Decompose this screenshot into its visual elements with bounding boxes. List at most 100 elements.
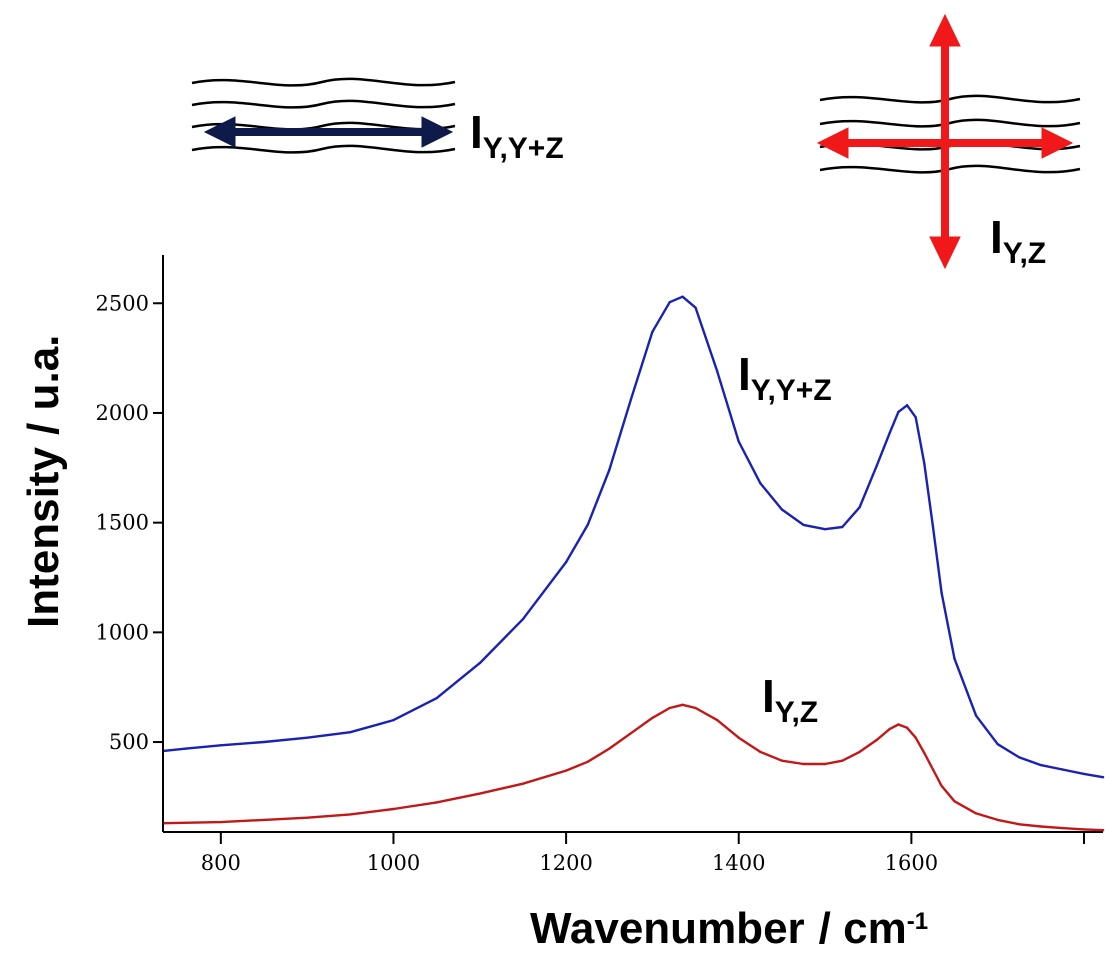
data-point (923, 751, 926, 755)
data-point (1082, 828, 1086, 831)
data-point (1101, 829, 1105, 832)
data-point (306, 816, 309, 819)
data-point (262, 740, 266, 744)
wave-line (819, 118, 1081, 128)
data-point (435, 801, 438, 804)
data-point (1039, 825, 1043, 828)
data-point (681, 295, 684, 298)
data-point (716, 370, 719, 373)
data-point (940, 784, 943, 788)
cross-label: IY,Z (990, 211, 1046, 270)
data-point (306, 736, 309, 739)
data-point (905, 404, 909, 407)
data-point (996, 818, 999, 822)
data-point (737, 736, 740, 739)
data-point (780, 759, 784, 762)
data-point (1082, 772, 1086, 776)
data-point (668, 301, 671, 304)
series-line-cross (163, 703, 1105, 832)
y-tick-label: 1000 (96, 620, 149, 644)
data-point (931, 525, 935, 529)
data-point (897, 410, 900, 414)
data-point (974, 714, 978, 717)
data-point (629, 732, 632, 735)
data-point (823, 762, 827, 766)
y-ticks: 500 1000 1500 2000 2500 (96, 291, 163, 754)
y-tick-label: 500 (109, 730, 149, 754)
data-point (759, 750, 762, 754)
data-point (914, 736, 917, 739)
data-point (163, 749, 166, 752)
data-point (564, 560, 568, 564)
data-point (586, 523, 589, 527)
y-tick-label: 2500 (96, 291, 149, 315)
polarization-diagram-parallel: IY,Y+Z (191, 77, 564, 165)
parallel-arrow (203, 116, 454, 148)
data-point (219, 820, 222, 824)
wave-line (191, 77, 456, 87)
data-point (629, 398, 632, 401)
data-point (1061, 826, 1064, 830)
data-point (1018, 756, 1021, 759)
x-tick-label: 800 (201, 851, 241, 875)
data-point (651, 716, 654, 720)
series-line-parallel (163, 295, 1105, 779)
data-point (521, 618, 525, 621)
data-point (953, 800, 956, 803)
axes: 800 1000 1200 1400 1600 500 1000 1500 2000 2500 (96, 255, 1103, 875)
y-axis-title: Intensity / u.a. (19, 335, 68, 628)
wave-line (819, 164, 1081, 174)
series-label-parallel: IY,Y+Z (738, 348, 832, 407)
x-tick-label: 1000 (367, 851, 420, 875)
data-point (716, 718, 719, 722)
data-point (996, 743, 999, 746)
data-point (349, 731, 352, 734)
data-point (681, 703, 684, 706)
data-point (823, 528, 827, 531)
data-point (185, 747, 188, 750)
data-point (262, 818, 266, 822)
x-tick-label: 1200 (539, 851, 592, 875)
cross-arrow (816, 13, 1074, 270)
data-point (802, 523, 805, 527)
data-point (219, 744, 222, 747)
data-point (858, 750, 861, 754)
data-point (694, 306, 697, 309)
wave-line (191, 99, 456, 109)
data-point (478, 661, 481, 665)
data-point (1039, 763, 1043, 767)
x-axis-title: Wavenumber / cm-1 (530, 904, 928, 953)
data-point (875, 464, 878, 467)
y-tick-label: 2000 (96, 401, 149, 425)
data-point (905, 726, 909, 729)
data-point (651, 330, 654, 333)
parallel-label: IY,Y+Z (470, 106, 564, 165)
y-tick-label: 1500 (96, 511, 149, 535)
data-point (888, 727, 891, 731)
data-point (841, 525, 844, 529)
data-point (897, 723, 900, 726)
data-point (759, 482, 762, 485)
data-point (841, 759, 844, 762)
data-point (875, 738, 878, 742)
data-point (858, 506, 861, 509)
data-point (914, 416, 917, 419)
data-point (780, 508, 784, 511)
data-point (586, 760, 589, 763)
data-point (435, 697, 438, 700)
data-point (888, 431, 891, 434)
data-point (608, 747, 611, 750)
data-point (1061, 768, 1064, 771)
data-point (564, 769, 568, 772)
data-point (802, 762, 805, 766)
data-point (392, 807, 395, 811)
data-point (974, 812, 978, 815)
x-tick-label: 1400 (712, 851, 765, 875)
data-point (953, 657, 956, 660)
data-point (392, 718, 395, 722)
data-point (923, 462, 926, 465)
series-label-cross: IY,Z (762, 670, 818, 729)
data-point (1018, 823, 1021, 826)
